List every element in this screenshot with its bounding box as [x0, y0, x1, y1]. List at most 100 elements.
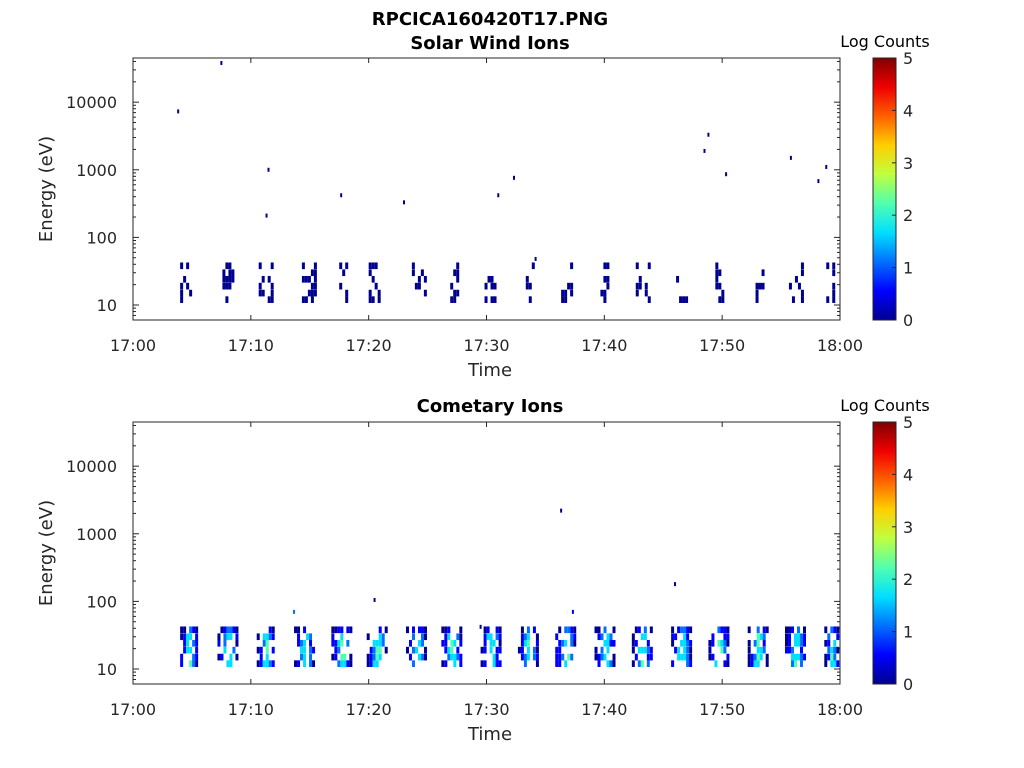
spectrogram-cell	[310, 282, 314, 290]
spectrogram-cell	[791, 296, 795, 303]
spectrogram-cell	[271, 660, 275, 667]
spectrogram-cell	[755, 296, 759, 303]
spectrogram-cell	[483, 633, 487, 641]
spectrogram-cell	[747, 660, 751, 667]
spectrogram-cell	[270, 282, 274, 290]
spectrogram-cell	[265, 639, 269, 647]
spectrogram-cell	[564, 660, 568, 667]
x-axis-label: Time	[467, 724, 512, 745]
spectrogram-cell	[489, 639, 493, 647]
spectrogram-cell	[715, 269, 719, 277]
spectrogram-cell	[408, 653, 412, 661]
spectrogram-cell	[217, 633, 221, 641]
spectrogram-cell	[827, 646, 831, 654]
spectrogram-cell	[235, 653, 239, 661]
spectrogram-cell	[686, 653, 690, 661]
spectrogram-cell	[686, 646, 690, 654]
spectrogram-cell	[495, 626, 499, 634]
spectrogram-cell	[309, 660, 313, 667]
x-tick-label: 17:00	[110, 336, 156, 355]
spectrogram-cell	[756, 626, 760, 634]
spectrogram-cell	[711, 639, 715, 647]
spectrogram-cell	[180, 653, 184, 661]
spectrogram-cell	[683, 653, 687, 661]
spectrogram-cell	[372, 660, 376, 667]
spectrogram-cell	[520, 646, 524, 654]
spectrogram-cell	[265, 660, 269, 667]
spectrogram-cell	[567, 626, 571, 634]
spectrogram-cell	[342, 269, 346, 277]
spectrogram-cell	[267, 275, 271, 283]
spectrogram-cell	[450, 646, 454, 654]
spectrogram-cell	[495, 633, 499, 641]
spectrogram-cell	[830, 653, 834, 661]
spectrogram-cell	[600, 633, 604, 641]
spectrogram-cell	[646, 639, 650, 647]
spectrogram-cell	[535, 639, 539, 647]
spectrogram-cell	[270, 262, 274, 270]
spectrogram-cell	[340, 639, 344, 647]
spectrogram-cell	[689, 626, 693, 634]
spectrogram-cell	[381, 633, 385, 641]
spectrogram-cell	[635, 262, 639, 270]
spectrogram-cell	[490, 282, 494, 290]
spectrogram-cell	[223, 633, 227, 641]
colorbar	[872, 57, 897, 321]
spectrogram-cell	[788, 626, 792, 634]
spectrogram-cell	[832, 282, 836, 290]
spectrogram-cell	[689, 660, 693, 667]
spectrogram-cell	[791, 646, 795, 654]
spectrogram-cell	[762, 626, 766, 634]
spectrogram-cell	[532, 653, 536, 661]
spectrogram-cell	[836, 646, 840, 654]
spectrogram-cell	[827, 653, 831, 661]
spectrogram-cell	[459, 653, 463, 661]
spectrogram-cell	[223, 626, 227, 634]
spectrogram-cell	[676, 275, 680, 283]
spectrogram-cell	[309, 639, 313, 647]
spectrogram-cell	[483, 639, 487, 647]
spectrogram-cell	[420, 626, 424, 634]
x-tick-label: 17:00	[110, 700, 156, 719]
spectrogram-cell	[836, 626, 840, 634]
spectrogram-cell	[447, 653, 451, 661]
colorbar-label: Log Counts	[840, 32, 930, 51]
data-point	[293, 609, 296, 614]
spectrogram-cell	[755, 289, 759, 297]
spectrogram-cell	[225, 262, 229, 270]
spectrogram-cell	[343, 660, 347, 667]
spectrogram-cell	[800, 660, 804, 667]
spectrogram-cell	[265, 646, 269, 654]
spectrogram-cell	[683, 626, 687, 634]
spectrogram-cell	[492, 639, 496, 647]
spectrogram-cell	[561, 653, 565, 661]
spectrogram-cell	[307, 289, 311, 297]
spectrogram-cell	[711, 653, 715, 661]
spectrogram-cell	[459, 626, 463, 634]
spectrogram-cell	[183, 646, 187, 654]
spectrogram-cell	[609, 633, 613, 641]
spectrogram-cell	[420, 269, 424, 277]
spectrogram-cell	[606, 282, 610, 290]
data-point	[177, 109, 180, 114]
spectrogram-cell	[526, 646, 530, 654]
spectrogram-cell	[573, 633, 577, 641]
spectrogram-cell	[643, 633, 647, 641]
y-tick-label: 100	[86, 228, 117, 247]
spectrogram-cell	[346, 626, 350, 634]
spectrogram-cell	[721, 289, 725, 297]
spectrogram-cell	[417, 626, 421, 634]
spectrogram-cell	[268, 626, 272, 634]
spectrogram-cell	[836, 660, 840, 667]
spectrogram-cell	[827, 633, 831, 641]
spectrogram-cell	[832, 296, 836, 303]
spectrogram-cell	[334, 646, 338, 654]
spectrogram-cell	[603, 639, 607, 647]
spectrogram-cell	[788, 282, 792, 290]
spectrogram-cell	[220, 653, 224, 661]
spectrogram-cell	[459, 660, 463, 667]
spectrogram-cell	[606, 262, 610, 270]
spectrogram-cell	[726, 653, 730, 661]
spectrogram-cell	[794, 633, 798, 641]
spectrogram-cell	[489, 633, 493, 641]
